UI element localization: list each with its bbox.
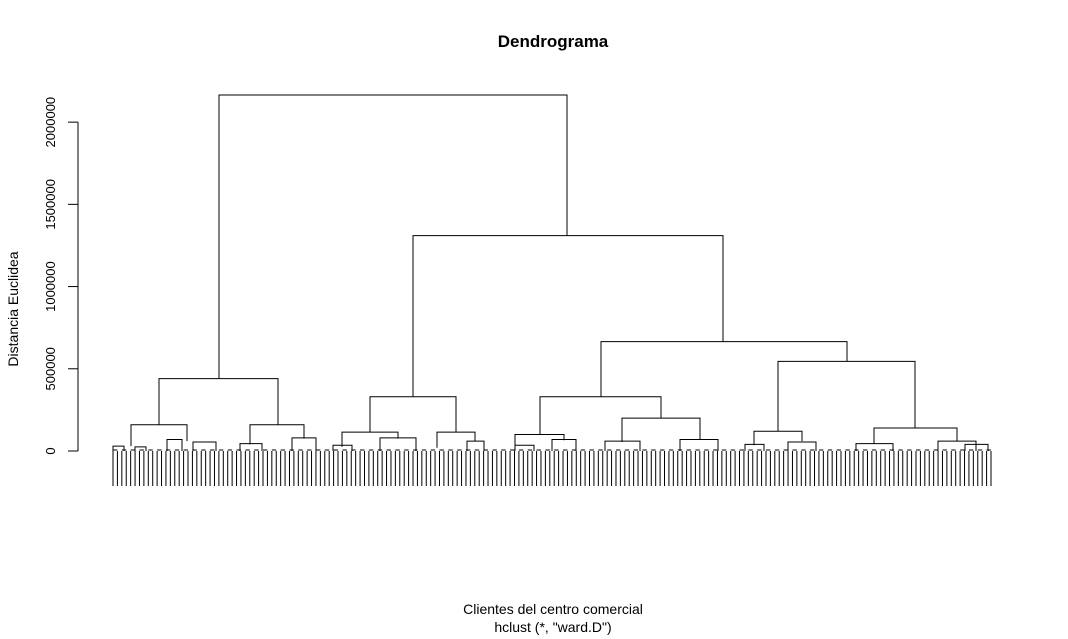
y-tick-label: 1500000	[43, 179, 58, 230]
method-sublabel: hclust (*, "ward.D")	[494, 619, 611, 635]
dendrogram-link	[112, 445, 125, 451]
dendrogram-link	[130, 424, 188, 447]
dendrogram-link	[551, 438, 577, 451]
dendrogram-link	[744, 443, 765, 451]
dendrogram-link	[166, 438, 183, 451]
dendrogram-link	[937, 440, 977, 451]
dendrogram-link	[787, 441, 817, 451]
dendrogram-link	[412, 235, 724, 397]
dendrogram-link	[436, 431, 476, 448]
dendrogram-link	[600, 341, 848, 397]
dendrogram-link	[679, 438, 719, 451]
dendrogram-link	[192, 441, 217, 451]
dendrogram-link	[379, 437, 417, 451]
chart-title: Dendrograma	[498, 32, 609, 51]
dendrogram-link	[621, 417, 701, 442]
dendrogram-link	[218, 94, 568, 379]
dendrogram-link	[539, 396, 662, 435]
y-tick-label: 500000	[43, 347, 58, 390]
x-axis-label: Clientes del centro comercial	[463, 601, 643, 617]
dendrogram-link	[134, 446, 147, 451]
dendrogram-link	[753, 430, 803, 446]
dendrogram-leaves	[112, 449, 992, 486]
dendrogram-link	[239, 443, 263, 451]
dendrogram-link	[158, 378, 279, 425]
y-axis-label: Distancia Euclidea	[5, 251, 21, 366]
dendrogram-link	[332, 444, 353, 451]
dendrogram-link	[514, 434, 565, 447]
y-tick-label: 2000000	[43, 97, 58, 148]
y-tick-label: 1000000	[43, 261, 58, 312]
dendrogram-link	[964, 443, 989, 451]
dendrogram-link	[604, 440, 641, 451]
dendrogram-link	[369, 396, 457, 433]
dendrogram-link	[341, 431, 399, 447]
dendrogram-link	[249, 424, 305, 445]
y-axis: 0 500000 1000000 1500000 2000000	[43, 97, 79, 455]
dendrogram-link	[466, 440, 485, 451]
dendrogram-link	[777, 360, 916, 432]
dendrogram-branches	[112, 94, 989, 451]
dendrogram-link	[855, 443, 894, 451]
dendrogram-link	[291, 437, 317, 451]
y-tick-label: 0	[43, 447, 58, 454]
dendrogram-link	[873, 427, 958, 444]
dendrogram-link	[514, 444, 535, 451]
